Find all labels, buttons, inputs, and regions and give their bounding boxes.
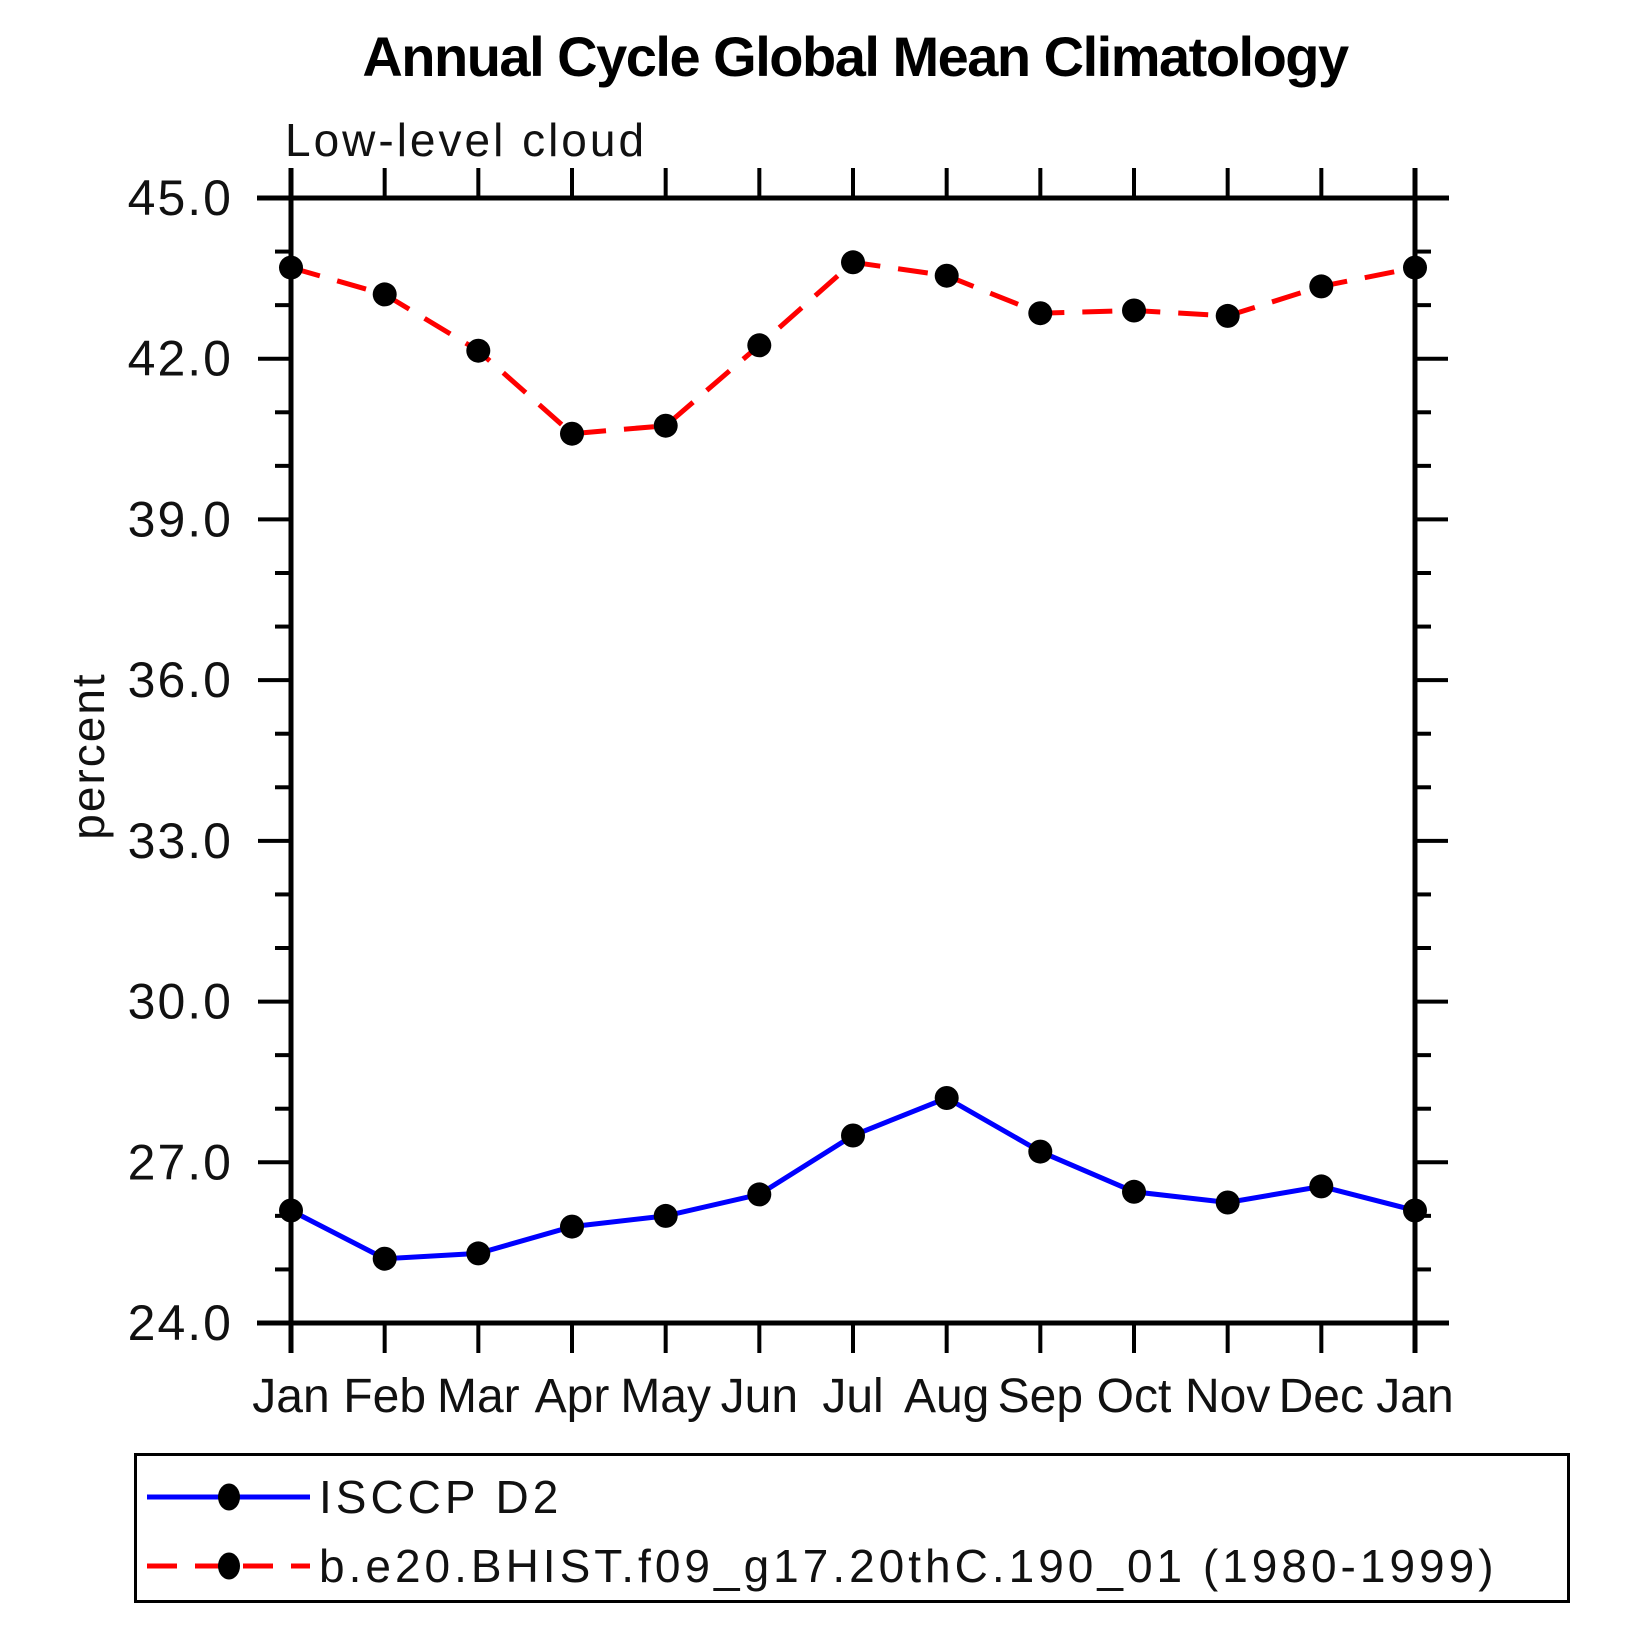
data-point-marker [1028, 1139, 1053, 1164]
x-axis-tick-label: Mar [437, 1370, 520, 1423]
x-axis-tick-label: Aug [904, 1370, 989, 1423]
legend-swatch [147, 1552, 310, 1580]
data-point-marker [841, 250, 865, 275]
series-line [289, 1095, 1416, 1262]
y-axis-tick-label: 33.0 [128, 813, 233, 869]
data-point-marker [653, 413, 678, 438]
data-point-marker [466, 338, 491, 363]
data-point-marker [747, 333, 772, 358]
data-point-marker [1309, 274, 1334, 299]
legend-swatch [147, 1483, 310, 1511]
data-point-marker [279, 1198, 303, 1223]
y-axis-tick-label: 24.0 [128, 1295, 233, 1351]
data-point-marker [560, 1214, 584, 1239]
legend-marker-dot [218, 1483, 240, 1511]
y-axis-tick-label: 39.0 [128, 491, 233, 547]
series-b-e20-bhist-f09-g17-20thc-190-01-1980-1999 [279, 250, 1427, 446]
legend-label: b.e20.BHIST.f09_g17.20thC.190_01 (1980-1… [319, 1540, 1498, 1592]
y-axis-tick-label: 45.0 [128, 170, 233, 226]
x-axis-tick-label: Apr [535, 1370, 610, 1423]
data-point-marker [1122, 298, 1146, 323]
data-point-marker [1215, 303, 1240, 328]
data-point-marker [466, 1241, 491, 1266]
chart-title: Annual Cycle Global Mean Climatology [362, 25, 1349, 88]
y-axis-tick-label: 36.0 [128, 652, 233, 708]
x-axis-tick-label: May [620, 1370, 711, 1423]
data-point-marker [372, 282, 397, 307]
x-axis-tick-label: Jul [822, 1370, 883, 1423]
x-axis-tick-label: Sep [998, 1370, 1083, 1423]
x-axis-tick-label: Jan [1376, 1370, 1453, 1423]
legend-box: ISCCP D2 b.e20.BHIST.f09_g17.20thC.190_0… [134, 1453, 1570, 1603]
x-axis-tick-label: Dec [1279, 1370, 1364, 1423]
x-axis-tick-label: Feb [343, 1370, 426, 1423]
data-point-marker [372, 1246, 397, 1271]
data-point-marker [1403, 255, 1427, 280]
data-point-marker [747, 1182, 772, 1207]
data-point-marker [841, 1123, 865, 1148]
data-point-marker [1028, 301, 1053, 326]
y-axis-tick-label: 27.0 [128, 1134, 233, 1190]
data-point-marker [934, 263, 959, 288]
plot-frame [257, 168, 1449, 1353]
x-axis-tick-label: Oct [1097, 1370, 1172, 1423]
data-point-marker [560, 421, 584, 446]
data-point-marker [653, 1203, 678, 1228]
x-axis-tick-labels: Jan Feb Mar Apr May Jun Jul Aug Sep Oct Nov Dec Jan [252, 1370, 1453, 1423]
legend-label: ISCCP D2 [319, 1471, 563, 1523]
data-point-marker [1309, 1174, 1334, 1199]
series-isccp-d2 [279, 1086, 1427, 1271]
y-axis-ticks [258, 196, 1448, 1325]
series-line [290, 259, 1416, 437]
data-point-marker [1403, 1198, 1427, 1223]
x-axis-ticks [289, 168, 1417, 1353]
y-axis-tick-label: 30.0 [128, 974, 233, 1030]
data-point-marker [1122, 1179, 1146, 1204]
x-axis-tick-label: Jun [721, 1370, 798, 1423]
y-axis-tick-labels: 24.0 27.0 30.0 33.0 36.0 39.0 42.0 45.0 [128, 170, 233, 1351]
y-axis-tick-label: 42.0 [128, 331, 233, 387]
x-axis-tick-label: Jan [252, 1370, 329, 1423]
chart-subtitle: Low-level cloud [285, 114, 648, 166]
x-axis-tick-label: Nov [1185, 1370, 1270, 1423]
data-point-marker [934, 1086, 959, 1110]
data-point-marker [279, 255, 303, 280]
data-point-marker [1215, 1190, 1240, 1215]
legend-marker-dot [218, 1552, 240, 1580]
